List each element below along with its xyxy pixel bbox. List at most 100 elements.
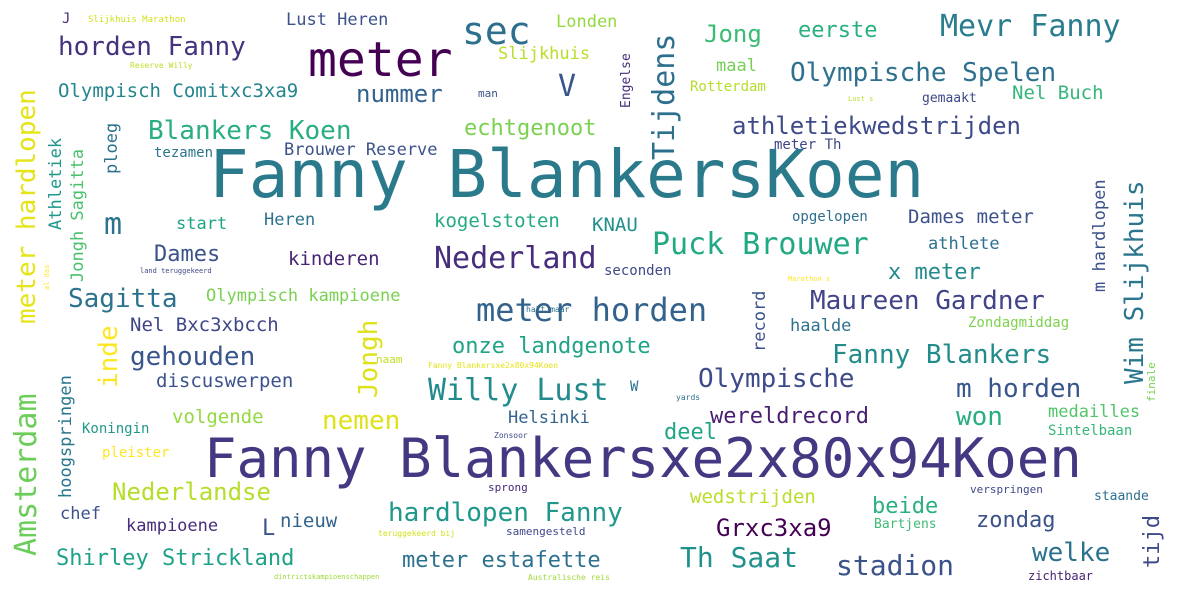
word: Olympisch Comitxc3xa9 xyxy=(58,80,299,102)
word: yards xyxy=(676,393,701,402)
word: dintrictskampioenschappen xyxy=(274,573,380,581)
word: al das xyxy=(43,264,51,290)
word: volgende xyxy=(172,406,264,428)
word: Fanny Blankers xyxy=(832,340,1052,370)
word: Olympisch kampioene xyxy=(206,286,401,306)
word: inde xyxy=(94,325,124,388)
word: Nel Buch xyxy=(1012,82,1104,104)
word: land teruggekeerd xyxy=(140,267,212,275)
word: Tijdens xyxy=(647,33,682,160)
word: opgelopen xyxy=(792,209,868,225)
word: Jongh Sagitta xyxy=(68,148,88,282)
word: stadion xyxy=(836,549,955,582)
word: Th Saat xyxy=(680,541,799,574)
word: J xyxy=(62,11,71,27)
word: tezamen xyxy=(154,145,214,161)
word: wereldrecord xyxy=(710,404,869,429)
word: finale xyxy=(1145,362,1158,402)
word: Lust Heren xyxy=(286,10,389,30)
word: verspringen xyxy=(970,483,1043,496)
word: maal xyxy=(716,56,757,76)
word: Koningin xyxy=(82,421,150,437)
word: Wim Slijkhuis xyxy=(1120,180,1150,385)
word: Brouwer Reserve xyxy=(284,140,438,160)
word: hardlopen Fanny xyxy=(388,498,623,528)
word: Australische reis xyxy=(528,573,610,582)
word: Fanny Blankersxe2x80x94Koen xyxy=(204,427,1082,490)
word: halt maar xyxy=(526,305,570,314)
word: nummer xyxy=(356,80,443,108)
word: Slijkhuis Marathon xyxy=(88,15,186,25)
word: Lust s xyxy=(848,95,874,103)
word: naam xyxy=(376,353,403,366)
word: tijd xyxy=(1140,515,1165,568)
word: Sagitta xyxy=(68,284,178,314)
word: Amsterdam xyxy=(9,393,44,556)
word: samengesteld xyxy=(506,525,586,538)
word: Nederlandse xyxy=(112,478,271,506)
word: Zonsoor xyxy=(494,431,528,440)
word: m xyxy=(104,207,123,242)
word: Shirley Strickland xyxy=(56,546,295,571)
word: meter hardlopen xyxy=(12,89,42,324)
word: Londen xyxy=(556,12,618,32)
word: meter horden xyxy=(476,291,708,329)
word: chef xyxy=(60,504,101,524)
word: Olympische Spelen xyxy=(790,58,1057,88)
word: zichtbaar xyxy=(1028,569,1094,583)
word: V xyxy=(558,69,577,104)
word: Engelse xyxy=(619,53,634,108)
word: discuswerpen xyxy=(156,370,294,392)
word: pleister xyxy=(102,445,170,461)
word: teruggekeerd bij xyxy=(378,529,456,538)
word: hoogspringen xyxy=(56,375,76,498)
word: staande xyxy=(1094,489,1149,504)
word: meter Th xyxy=(774,137,842,153)
word: echtgenoot xyxy=(464,116,597,141)
word: W xyxy=(630,379,639,395)
word: Dames xyxy=(154,242,221,267)
word: meter estafette xyxy=(402,548,601,573)
word: Nel Bxc3xbcch xyxy=(130,314,279,336)
word: Heren xyxy=(264,210,316,230)
word: Helsinki xyxy=(508,408,590,428)
word: Bartjens xyxy=(874,517,937,532)
word: sec xyxy=(462,9,531,53)
word: L xyxy=(262,516,276,541)
word: meter xyxy=(308,32,453,88)
word: athletiekwedstrijden xyxy=(732,112,1021,140)
word: kogelstoten xyxy=(434,210,560,232)
word: gemaakt xyxy=(922,91,977,106)
word: Olympische xyxy=(698,364,855,394)
word: gehouden xyxy=(130,342,256,372)
word: Nederland xyxy=(434,241,597,276)
word: medailles xyxy=(1048,402,1141,422)
word: Mevr Fanny xyxy=(940,9,1121,44)
word: zondag xyxy=(976,508,1056,533)
word: eerste xyxy=(798,18,878,43)
word: m horden xyxy=(956,374,1082,404)
word: sprong xyxy=(488,481,528,494)
word: m hardlopen xyxy=(1090,179,1110,292)
word: onze landgenote xyxy=(452,334,651,359)
word: Jong xyxy=(704,20,762,48)
word: Rotterdam xyxy=(690,79,766,95)
word: Blankers Koen xyxy=(148,116,352,146)
word: Reserve Willy xyxy=(130,61,193,70)
word: kampioene xyxy=(126,516,219,536)
word: Marathon s xyxy=(788,275,831,283)
word: deel xyxy=(664,420,717,445)
word: Sintelbaan xyxy=(1048,423,1133,439)
word: Athletiek xyxy=(46,137,66,230)
word: record xyxy=(750,290,770,352)
word: kinderen xyxy=(288,248,380,270)
word: haalde xyxy=(790,316,852,336)
word: Dames meter xyxy=(908,206,1034,228)
word: beide xyxy=(872,494,939,519)
word: nemen xyxy=(322,406,401,436)
word: Puck Brouwer xyxy=(652,227,869,262)
word: Fanny BlankersKoen xyxy=(209,136,925,213)
word: start xyxy=(176,214,228,234)
word: x meter xyxy=(888,260,981,285)
word: ploeg xyxy=(102,122,122,174)
